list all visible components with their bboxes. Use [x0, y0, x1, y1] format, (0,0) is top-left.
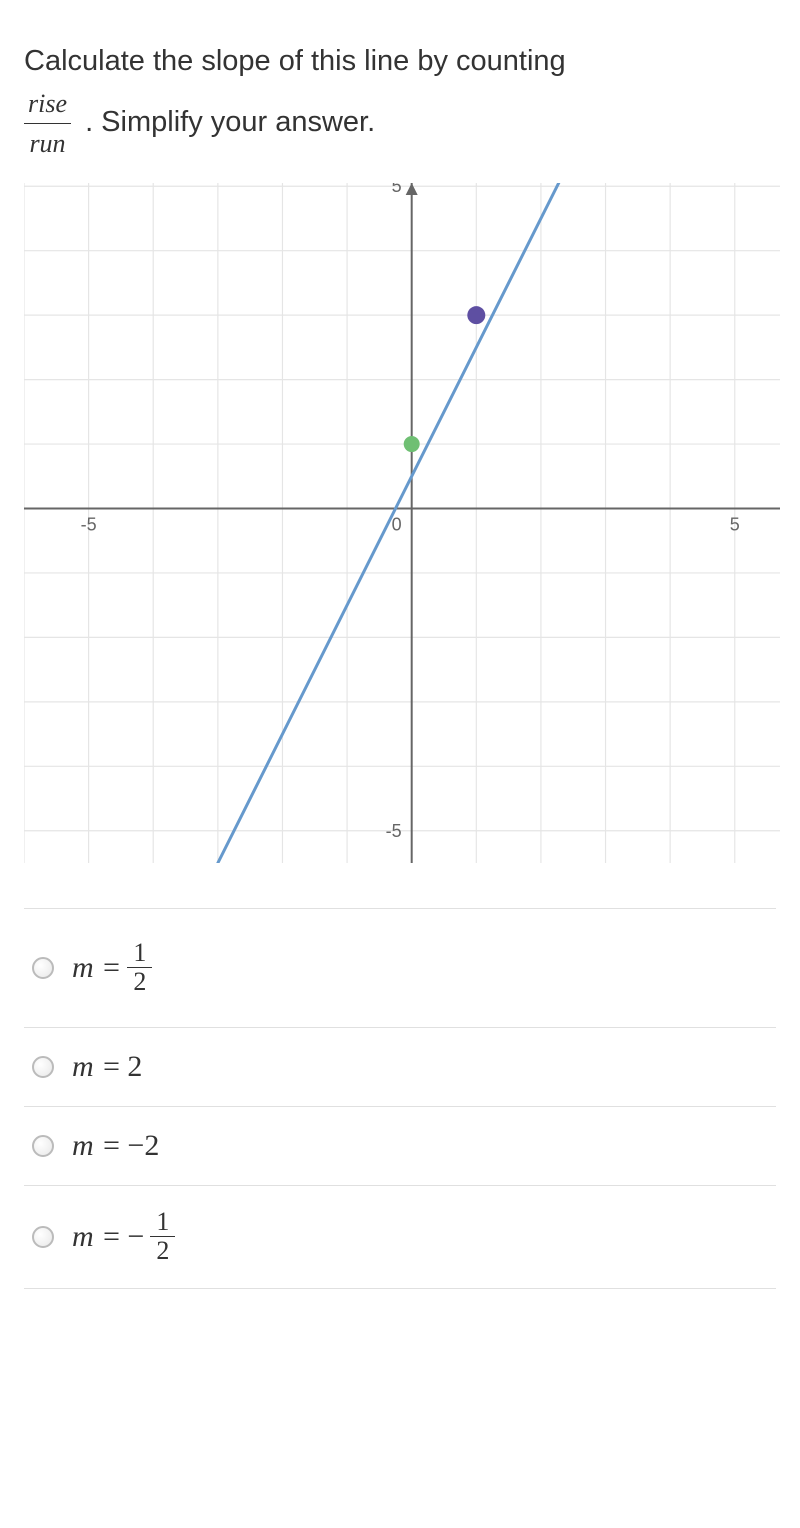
- option-prefix: m =: [72, 951, 121, 985]
- svg-text:5: 5: [730, 514, 740, 534]
- fraction-numerator: 1: [127, 939, 152, 968]
- minus-sign: −: [127, 1220, 144, 1254]
- svg-text:-5: -5: [386, 820, 402, 840]
- fraction-denominator: run: [24, 123, 71, 163]
- fraction-numerator: 1: [150, 1208, 175, 1237]
- answer-options: m =12m =2m =−2m =−12: [24, 908, 776, 1289]
- question-text: Calculate the slope of this line by coun…: [24, 40, 776, 163]
- option-prefix: m =: [72, 1129, 121, 1163]
- option-value: 2: [127, 1050, 142, 1084]
- slope-chart: -5 5 0 5 -5: [24, 183, 776, 868]
- option-value: −2: [127, 1129, 159, 1163]
- option-prefix: m =: [72, 1050, 121, 1084]
- svg-text:5: 5: [392, 183, 402, 196]
- option-prefix: m =: [72, 1220, 121, 1254]
- option-fraction: 12: [127, 939, 152, 997]
- answer-option[interactable]: m =12: [24, 909, 776, 1027]
- fraction-denominator: 2: [150, 1236, 175, 1266]
- radio-button[interactable]: [32, 1135, 54, 1157]
- question-line2: . Simplify your answer.: [85, 106, 375, 138]
- rise-run-fraction: rise run: [24, 84, 71, 163]
- svg-text:0: 0: [392, 514, 402, 534]
- option-math: m =2: [72, 1050, 142, 1084]
- fraction-denominator: 2: [127, 967, 152, 997]
- answer-option[interactable]: m =2: [24, 1028, 776, 1106]
- chart-svg: -5 5 0 5 -5: [24, 183, 780, 863]
- option-math: m =12: [72, 939, 152, 997]
- svg-text:-5: -5: [81, 514, 97, 534]
- option-math: m =−12: [72, 1208, 175, 1266]
- option-math: m =−2: [72, 1129, 159, 1163]
- radio-button[interactable]: [32, 957, 54, 979]
- option-fraction: 12: [150, 1208, 175, 1266]
- radio-button[interactable]: [32, 1056, 54, 1078]
- question-line1: Calculate the slope of this line by coun…: [24, 45, 566, 77]
- fraction-numerator: rise: [24, 84, 71, 123]
- answer-option[interactable]: m =−2: [24, 1107, 776, 1185]
- answer-option[interactable]: m =−12: [24, 1186, 776, 1288]
- radio-button[interactable]: [32, 1226, 54, 1248]
